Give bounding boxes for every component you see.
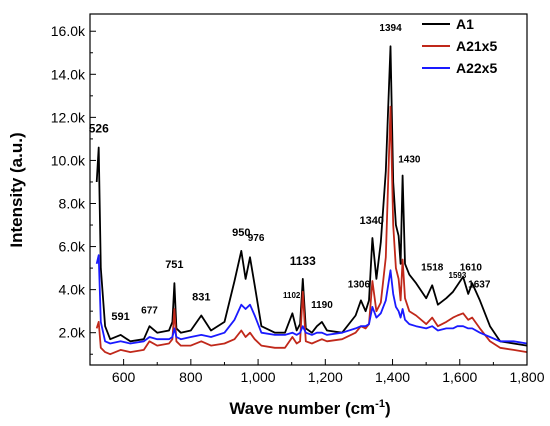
y-axis-title: Intensity (a.u.) — [7, 132, 26, 247]
x-tick-label: 1,800 — [509, 369, 544, 385]
x-axis: 600 800 1,000 1,200 1,400 1,600 1,800 — [89, 359, 545, 385]
peak-label: 1306 — [348, 279, 371, 290]
peak-label: 1593 — [449, 271, 467, 280]
peak-label: 1637 — [468, 279, 491, 290]
peak-label: 1394 — [379, 23, 402, 34]
peak-label: 1102 — [283, 291, 301, 300]
peak-label: 1518 — [421, 262, 444, 273]
y-tick-label: 16.0k — [51, 23, 86, 39]
series-line-a22x5 — [95, 254, 528, 345]
x-tick-label: 1,200 — [308, 369, 343, 385]
y-axis: 2.0k 4.0k 6.0k 8.0k 10.0k 12.0k 14.0k 16.0k — [51, 23, 96, 355]
x-tick-label: 600 — [112, 369, 136, 385]
x-tick-label: 1,600 — [442, 369, 477, 385]
peak-label: 976 — [248, 233, 265, 244]
series-line-a21x5 — [95, 105, 528, 356]
x-axis-title: Wave number (cm-1) — [229, 398, 390, 418]
peak-label: 1610 — [460, 262, 483, 273]
peak-label: 1133 — [290, 254, 316, 268]
y-tick-label: 6.0k — [59, 239, 86, 255]
legend-label: A21x5 — [456, 38, 497, 54]
peak-label: 1430 — [398, 155, 421, 166]
x-tick-label: 1,400 — [375, 369, 410, 385]
peak-label: 526 — [89, 121, 109, 135]
peak-label: 950 — [232, 227, 250, 239]
peak-label: 1190 — [311, 300, 333, 311]
peak-label: 677 — [141, 305, 158, 316]
legend-label: A1 — [456, 16, 474, 32]
peak-label: 591 — [111, 311, 129, 323]
y-tick-label: 2.0k — [59, 325, 86, 341]
x-tick-label: 800 — [179, 369, 203, 385]
peak-label: 831 — [192, 291, 210, 303]
x-axis-title-superscript: -1 — [375, 398, 385, 410]
peak-label: 751 — [165, 259, 183, 271]
peak-label: 1340 — [359, 215, 383, 227]
series-layer — [95, 45, 528, 356]
x-tick-label: 1,000 — [241, 369, 276, 385]
series-line-a1 — [95, 45, 528, 347]
plot-frame — [89, 13, 528, 366]
legend: A1 A21x5 A22x5 — [422, 16, 497, 76]
y-tick-label: 8.0k — [59, 195, 86, 211]
y-tick-label: 10.0k — [51, 152, 86, 168]
y-tick-label: 4.0k — [59, 282, 86, 298]
legend-label: A22x5 — [456, 60, 497, 76]
y-tick-label: 12.0k — [51, 109, 86, 125]
y-tick-label: 14.0k — [51, 66, 86, 82]
